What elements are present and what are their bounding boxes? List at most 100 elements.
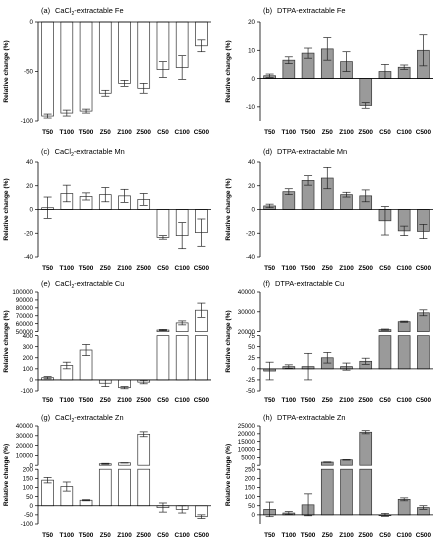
- category-label: Z50: [100, 265, 111, 272]
- category-label: T500: [301, 265, 316, 272]
- bar: [79, 21, 93, 112]
- category-label: Z50: [100, 129, 111, 136]
- panel-title-subscript: 2: [71, 418, 74, 424]
- y-tick-label: 250: [245, 466, 256, 473]
- bar-lower: [98, 468, 112, 507]
- bar: [60, 21, 74, 114]
- category-label: T50: [42, 265, 53, 272]
- y-tick-label: 0: [252, 512, 256, 519]
- category-label: Z500: [136, 397, 151, 404]
- y-axis-label: Relative change (%): [225, 40, 232, 102]
- y-tick-label: 30000: [16, 433, 34, 440]
- y-tick-label: -40: [246, 254, 256, 261]
- y-tick-label: 10: [248, 47, 255, 54]
- y-tick-label: 20000: [238, 329, 256, 336]
- category-label: T50: [264, 265, 275, 272]
- y-tick-label: 200: [23, 355, 34, 362]
- panel-title-suffix: -extractable Zn: [74, 413, 123, 422]
- panel-title: (d) DTPA-extractable Mn: [263, 147, 347, 156]
- category-label: C100: [175, 129, 191, 136]
- category-label: C100: [397, 129, 413, 136]
- category-label: Z500: [358, 129, 373, 136]
- bar: [397, 498, 411, 516]
- panel-title-prefix: (c): [41, 147, 50, 156]
- category-label: C100: [175, 397, 191, 404]
- category-label: T100: [282, 129, 297, 136]
- category-label: C100: [175, 532, 191, 539]
- category-label: Z100: [117, 129, 132, 136]
- y-tick-label: -50: [24, 512, 34, 519]
- y-tick-label: 200: [245, 476, 256, 483]
- category-label: Z50: [322, 265, 333, 272]
- category-label: T50: [264, 129, 275, 136]
- chart-panel-d: (d) DTPA-extractable Mn Relative change (%…: [225, 147, 433, 272]
- category-label: T100: [60, 397, 75, 404]
- bar-lower: [340, 468, 353, 516]
- y-tick-label: 40: [248, 159, 255, 166]
- category-label: C100: [175, 265, 191, 272]
- category-label: T100: [282, 397, 297, 404]
- category-label: C500: [194, 265, 210, 272]
- category-label: Z100: [339, 265, 354, 272]
- panel-title: (f) DTPA-extractable Cu: [263, 279, 344, 288]
- y-tick-label: -20: [246, 230, 256, 237]
- category-label: C100: [397, 397, 413, 404]
- category-label: Z500: [358, 532, 373, 539]
- y-tick-label: 50000: [16, 329, 34, 336]
- category-label: T100: [60, 265, 75, 272]
- bar-upper: [397, 321, 411, 332]
- y-tick-label: 20: [248, 19, 255, 26]
- category-label: C500: [416, 265, 432, 272]
- y-tick-label: 40000: [238, 289, 256, 296]
- panel-title-subscript: 2: [71, 152, 74, 158]
- category-label: Z100: [339, 129, 354, 136]
- panel-title-prefix: (a): [41, 6, 50, 15]
- category-label: C50: [379, 129, 391, 136]
- category-label: Z100: [117, 397, 132, 404]
- panel-title-prefix: (b): [263, 6, 272, 15]
- y-tick-label: 150: [23, 476, 34, 483]
- y-tick-label: 15000: [238, 439, 256, 446]
- panel-title-prefix: (h): [263, 413, 272, 422]
- category-label: C50: [379, 532, 391, 539]
- category-label: Z500: [358, 265, 373, 272]
- panel-title-suffix: -extractable Fe: [74, 6, 123, 15]
- category-label: T500: [79, 532, 94, 539]
- panel-title-prefix: (g): [41, 413, 50, 422]
- y-tick-label: 50: [26, 494, 33, 501]
- bar-lower: [118, 468, 131, 507]
- panel-title: (a) CaCl2-extractable Fe: [41, 6, 124, 17]
- y-tick-label: 75: [248, 333, 255, 340]
- y-tick-label: 80000: [16, 305, 34, 312]
- bar-lower: [137, 468, 151, 507]
- panel-title-prefix: (e): [41, 279, 50, 288]
- bar-lower: [175, 335, 189, 381]
- y-tick-label: 20: [26, 183, 33, 190]
- bar: [359, 78, 373, 106]
- y-tick-label: 40000: [16, 423, 34, 430]
- y-tick-label: 10000: [238, 447, 256, 454]
- chart-panel-c: (c) CaCl2-extractable Mn Relative change (…: [3, 147, 211, 272]
- y-tick-label: -10: [246, 104, 256, 111]
- category-label: T500: [79, 129, 94, 136]
- category-label: C50: [157, 265, 169, 272]
- category-label: Z50: [100, 532, 111, 539]
- category-label: C500: [194, 532, 210, 539]
- category-label: Z100: [339, 532, 354, 539]
- y-tick-label: 0: [252, 76, 256, 83]
- category-label: C50: [157, 532, 169, 539]
- y-tick-label: -40: [24, 254, 34, 261]
- bar-upper: [137, 433, 151, 466]
- y-tick-label: -25: [246, 377, 256, 384]
- category-label: T50: [42, 129, 53, 136]
- y-tick-label: -50: [24, 69, 34, 76]
- y-tick-label: 20000: [16, 443, 34, 450]
- y-tick-label: 5000: [241, 455, 255, 462]
- panel-title-prefix: (d): [263, 147, 272, 156]
- category-label: T500: [301, 397, 316, 404]
- category-label: T500: [301, 532, 316, 539]
- category-label: Z500: [358, 397, 373, 404]
- y-tick-label: -50: [246, 388, 256, 395]
- y-tick-label: 200: [23, 466, 34, 473]
- y-tick-label: 0: [252, 366, 256, 373]
